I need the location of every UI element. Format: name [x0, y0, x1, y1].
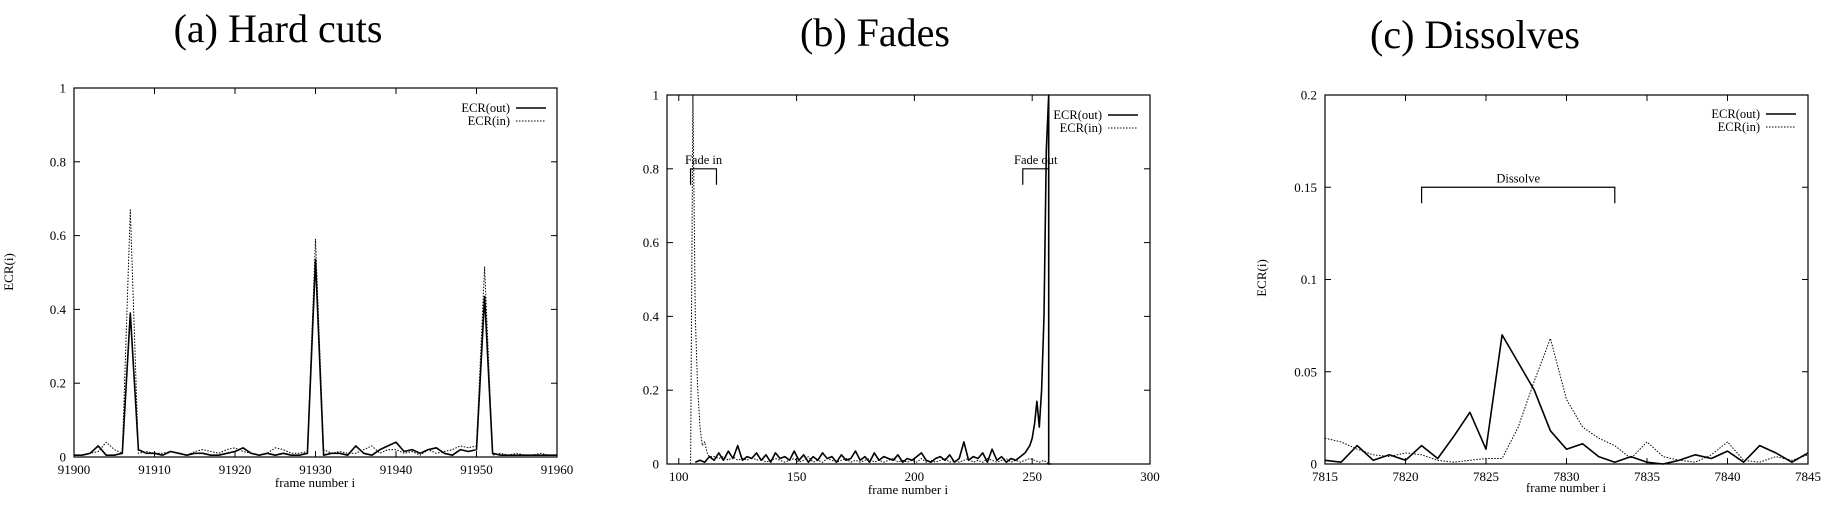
- y-tick-label: 0.2: [1301, 88, 1317, 103]
- y-tick-label: 0.6: [643, 235, 660, 250]
- y-tick-label: 0.2: [643, 383, 659, 398]
- y-tick-label: 0: [1311, 457, 1318, 472]
- axis-ticks: 91900 91910 91920 91930 91940 91950 91960 0 0.2 0…: [50, 81, 574, 478]
- y-tick-label: 0: [653, 457, 660, 472]
- axis-ticks: 7815 7820 7825 7830 7835 7840 7845 0 0.05 0.1 0.15…: [1294, 88, 1821, 485]
- legend-label-ecr-in: ECR(in): [1060, 121, 1102, 135]
- legend-label-ecr-in: ECR(in): [1718, 120, 1760, 134]
- data-series: [1324, 334, 1809, 465]
- x-tick-label: 100: [669, 469, 689, 484]
- annotation-label: Fade out: [1014, 153, 1058, 167]
- plot-frame: [1324, 94, 1809, 465]
- legend-label-ecr-in: ECR(in): [468, 114, 510, 128]
- legend: ECR(out) ECR(in): [461, 101, 546, 128]
- series-line-ecr-out: [1324, 334, 1809, 465]
- annotation-label: Fade in: [685, 153, 723, 167]
- y-tick-label: 0: [60, 450, 67, 465]
- y-axis-label: ECR(i): [1, 253, 16, 291]
- annotation-bracket: [689, 168, 718, 185]
- data-series: [74, 209, 557, 457]
- y-tick-label: 0.1: [1301, 272, 1317, 287]
- panel-title: (b) Fades: [800, 10, 950, 55]
- panel-title: (c) Dissolves: [1370, 12, 1580, 57]
- panel-fades: (b) Fades 100 150 200 250 30000.20.40.60.81 …: [643, 10, 1160, 497]
- x-tick-label: 91950: [460, 462, 493, 477]
- legend-label-ecr-out: ECR(out): [461, 101, 510, 115]
- y-tick-label: 1: [60, 81, 67, 96]
- x-tick-label: 7830: [1554, 469, 1580, 484]
- x-tick-label: 250: [1022, 469, 1042, 484]
- x-tick-label: 91960: [541, 462, 574, 477]
- x-tick-label: 7845: [1795, 469, 1821, 484]
- annotations: Fade in Fade out: [685, 153, 1058, 185]
- x-tick-label: 91930: [299, 462, 332, 477]
- x-tick-label: 91900: [58, 462, 91, 477]
- x-tick-label: 91940: [380, 462, 413, 477]
- x-tick-label: 7835: [1634, 469, 1660, 484]
- series-line-ecr-in: [1324, 338, 1809, 463]
- series-line-ecr-in: [74, 209, 557, 456]
- x-tick-label: 300: [1140, 469, 1160, 484]
- legend: ECR(out) ECR(in): [1711, 107, 1796, 134]
- y-tick-label: 0.15: [1294, 180, 1317, 195]
- x-tick-label: 91920: [219, 462, 252, 477]
- x-tick-label: 7820: [1393, 469, 1419, 484]
- annotation-bracket: [1022, 168, 1050, 185]
- plot-frame: [666, 94, 1151, 465]
- legend: ECR(out) ECR(in): [1053, 108, 1138, 135]
- y-axis-label: ECR(i): [1254, 259, 1269, 297]
- x-tick-label: 91910: [138, 462, 171, 477]
- x-tick-label: 200: [905, 469, 925, 484]
- x-axis-label: frame number i: [1526, 480, 1607, 495]
- series-line-ecr-in: [690, 94, 1049, 465]
- panel-hard-cuts: (a) Hard cuts 91900 91910 91920 91930 91940 9…: [1, 6, 573, 490]
- series-line-ecr-out: [695, 94, 1051, 465]
- x-tick-label: 7840: [1715, 469, 1741, 484]
- panel-dissolves: (c) Dissolves 7815 7820 7825 7830 7835 7840 78…: [1254, 12, 1821, 495]
- y-tick-label: 0.8: [643, 161, 659, 176]
- annotation-bracket: [1421, 186, 1616, 204]
- x-tick-label: 7825: [1473, 469, 1499, 484]
- y-tick-label: 1: [653, 88, 660, 103]
- annotations: Dissolve: [1421, 171, 1616, 204]
- annotation-label: Dissolve: [1496, 171, 1540, 185]
- y-tick-label: 0.6: [50, 228, 67, 243]
- legend-label-ecr-out: ECR(out): [1053, 108, 1102, 122]
- legend-label-ecr-out: ECR(out): [1711, 107, 1760, 121]
- data-series: [690, 94, 1051, 465]
- x-axis-label: frame number i: [868, 482, 949, 497]
- y-tick-label: 0.4: [50, 302, 67, 317]
- panel-title: (a) Hard cuts: [174, 6, 383, 51]
- y-tick-label: 0.8: [50, 154, 66, 169]
- y-tick-label: 0.4: [643, 309, 660, 324]
- x-tick-label: 150: [787, 469, 807, 484]
- x-tick-label: 7815: [1312, 469, 1338, 484]
- series-line-ecr-out: [74, 258, 557, 457]
- y-tick-label: 0.2: [50, 376, 66, 391]
- y-tick-label: 0.05: [1294, 364, 1317, 379]
- axis-ticks: 100 150 200 250 300 0 0.2 0.4 0.6 0.8 1: [643, 88, 1160, 485]
- x-axis-label: frame number i: [275, 475, 356, 490]
